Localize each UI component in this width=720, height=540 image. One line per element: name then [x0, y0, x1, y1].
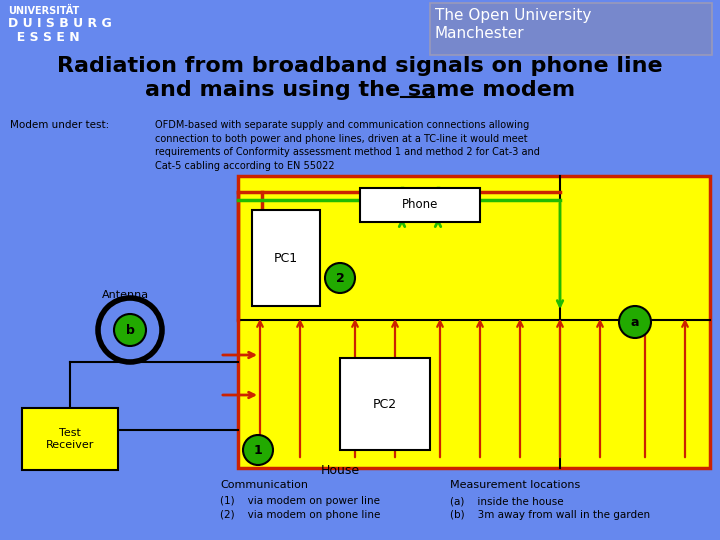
- Text: E S S E N: E S S E N: [8, 31, 80, 44]
- Text: Phone: Phone: [402, 199, 438, 212]
- Text: Modem under test:: Modem under test:: [10, 120, 109, 130]
- Circle shape: [243, 435, 273, 465]
- Circle shape: [325, 263, 355, 293]
- Text: UNIVERSITÄT: UNIVERSITÄT: [8, 6, 79, 16]
- Circle shape: [98, 298, 162, 362]
- Text: D U I S B U R G: D U I S B U R G: [8, 17, 112, 30]
- Text: The Open University: The Open University: [435, 8, 591, 23]
- Text: 1: 1: [253, 443, 262, 456]
- Bar: [22, 408, 118, 470]
- Bar: [430, 3, 712, 55]
- Text: (b)    3m away from wall in the garden: (b) 3m away from wall in the garden: [450, 510, 650, 520]
- Text: Manchester: Manchester: [435, 26, 525, 41]
- Bar: [238, 176, 710, 468]
- Text: PC1: PC1: [274, 252, 298, 265]
- Text: Radiation from broadband signals on phone line: Radiation from broadband signals on phon…: [57, 56, 663, 76]
- Bar: [360, 188, 480, 222]
- Text: (a)    inside the house: (a) inside the house: [450, 496, 564, 506]
- Text: Antenna: Antenna: [102, 290, 148, 300]
- Text: (1)    via modem on power line: (1) via modem on power line: [220, 496, 380, 506]
- Text: PC2: PC2: [373, 397, 397, 410]
- Bar: [252, 210, 320, 306]
- Circle shape: [114, 314, 146, 346]
- Text: House: House: [320, 464, 359, 477]
- Circle shape: [619, 306, 651, 338]
- Text: a: a: [631, 315, 639, 328]
- Text: OFDM-based with separate supply and communication connections allowing
connectio: OFDM-based with separate supply and comm…: [155, 120, 540, 171]
- Text: Test
Receiver: Test Receiver: [46, 428, 94, 450]
- Text: (2)    via modem on phone line: (2) via modem on phone line: [220, 510, 380, 520]
- Text: b: b: [125, 323, 135, 336]
- Bar: [340, 358, 430, 450]
- Text: and mains using the same modem: and mains using the same modem: [145, 80, 575, 100]
- Text: Communication: Communication: [220, 480, 308, 490]
- Text: 2: 2: [336, 272, 344, 285]
- Text: Measurement locations: Measurement locations: [450, 480, 580, 490]
